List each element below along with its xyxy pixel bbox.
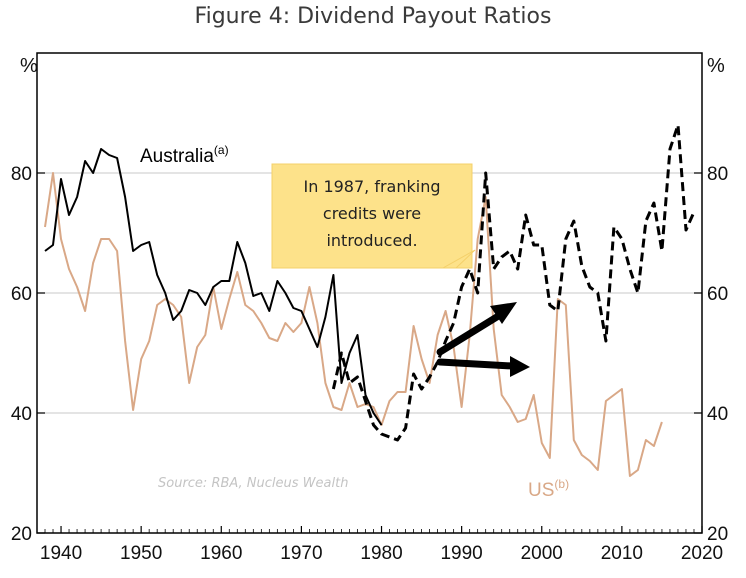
series-lines bbox=[44, 123, 696, 477]
series-line-us bbox=[44, 172, 663, 477]
y-unit-left: % bbox=[20, 55, 38, 77]
y-tick-label-left-60: 60 bbox=[11, 284, 32, 305]
annotation-line-3: introduced. bbox=[326, 231, 417, 250]
legend-label-australia: Australia(a) bbox=[140, 143, 229, 167]
annotation-line-1: In 1987, franking bbox=[304, 177, 441, 196]
y-tick-label-right-60: 60 bbox=[707, 284, 728, 305]
series-line-australia-dashed bbox=[331, 123, 696, 442]
x-tick-label-1990: 1990 bbox=[440, 543, 482, 564]
x-axis: 1940 1950 1960 1970 1980 1990 2000 2010 2020 bbox=[40, 526, 723, 564]
arrow-up-line bbox=[436, 311, 504, 356]
y-tick-label-left-20: 20 bbox=[11, 524, 32, 545]
y-tick-label-left-40: 40 bbox=[11, 404, 32, 425]
y-axis: 20 20 40 40 60 60 80 80 bbox=[11, 164, 728, 545]
series-line-australia bbox=[44, 148, 383, 426]
x-tick-label-1960: 1960 bbox=[200, 543, 242, 564]
x-tick-label-1980: 1980 bbox=[360, 543, 402, 564]
x-tick-label-1940: 1940 bbox=[40, 543, 82, 564]
y-tick-label-right-80: 80 bbox=[707, 164, 728, 185]
source-note: Source: RBA, Nucleus Wealth bbox=[158, 476, 348, 491]
y-tick-label-right-20: 20 bbox=[707, 524, 728, 545]
y-unit-right: % bbox=[707, 55, 725, 77]
annotation-box bbox=[271, 163, 476, 269]
arrow-right-line bbox=[436, 358, 516, 370]
arrow-up-head bbox=[490, 302, 517, 324]
y-tick-label-right-40: 40 bbox=[707, 404, 728, 425]
legend-label-us: US(b) bbox=[528, 477, 569, 501]
x-tick-label-2000: 2000 bbox=[521, 543, 563, 564]
x-tick-label-2020: 2020 bbox=[681, 543, 723, 564]
arrow-right-head bbox=[510, 356, 530, 377]
y-tick-label-left-80: 80 bbox=[11, 164, 32, 185]
annotation-line-2: credits were bbox=[323, 204, 421, 223]
annotation-callout: In 1987, franking credits were introduce… bbox=[271, 163, 476, 269]
highlight-arrows bbox=[436, 302, 530, 377]
x-tick-label-1970: 1970 bbox=[280, 543, 322, 564]
x-tick-label-1950: 1950 bbox=[120, 543, 162, 564]
x-tick-label-2010: 2010 bbox=[601, 543, 643, 564]
chart-title: Figure 4: Dividend Payout Ratios bbox=[194, 4, 552, 29]
